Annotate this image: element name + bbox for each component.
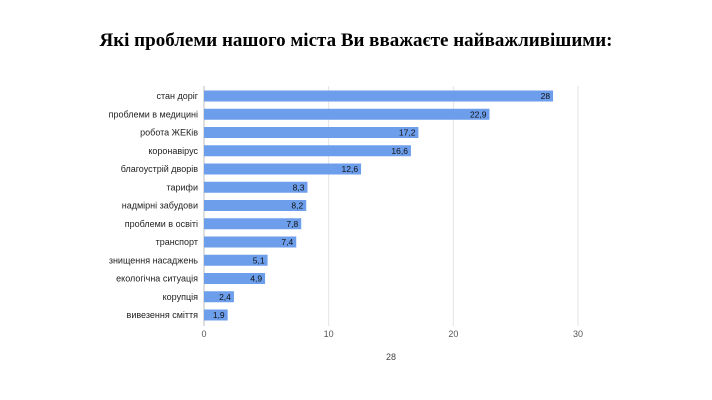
x-tick-labels: 0 10 20 30 [201,329,583,339]
value-label: 7,8 [286,219,298,229]
bar [204,273,266,284]
bar [204,236,297,248]
category-label: знищення насаджень [109,255,198,265]
category-label: проблеми в медицині [109,109,198,119]
category-label: екологічна ситуація [116,274,198,284]
category-labels: стан доріг проблеми в медицині робота ЖЕКі… [109,91,199,320]
value-label: 4,9 [250,274,262,284]
value-label: 1,9 [213,310,225,320]
category-label: стан доріг [156,91,198,101]
x-tick-label: 30 [573,329,583,339]
category-label: вивезення сміття [127,310,199,320]
bar [204,291,234,303]
bar [204,218,302,230]
category-label: транспорт [156,237,198,247]
category-label: тарифи [167,182,199,192]
category-label: надмірні забудови [122,201,198,211]
bar [204,254,268,266]
value-label: 12,6 [342,164,359,174]
x-tick-label: 10 [324,329,334,339]
bar [204,163,362,175]
bar [204,200,307,211]
value-label: 7,4 [281,237,293,247]
value-label: 2,4 [219,292,231,302]
category-label: робота ЖЕКів [140,128,198,138]
category-label: благоустрій дворів [121,164,198,174]
bar [204,108,490,120]
bar [204,127,419,138]
category-label: проблеми в освіті [125,219,198,229]
value-label: 5,1 [253,255,265,265]
bar [204,145,411,157]
value-label: 8,2 [291,201,303,211]
value-label: 22,9 [470,109,487,119]
value-label: 28 [541,91,551,101]
x-axis-caption: 28 [386,352,396,362]
bar [204,181,308,193]
value-label: 17,2 [399,128,416,138]
bar [204,90,554,102]
x-tick-label: 0 [201,329,206,339]
x-tick-label: 20 [448,329,458,339]
chart-title: Які проблеми нашого міста Ви вважаєте на… [99,30,613,51]
value-label: 8,3 [293,182,305,192]
category-label: коронавірус [148,146,198,156]
category-label: корупція [163,292,198,302]
bars [204,90,554,321]
value-labels: 28 22,9 17,2 16,6 12,6 8,3 8,2 7,8 7,4 5,1 4,9 2,4 1… [213,91,550,320]
value-label: 16,6 [391,146,408,156]
bar [204,309,228,321]
